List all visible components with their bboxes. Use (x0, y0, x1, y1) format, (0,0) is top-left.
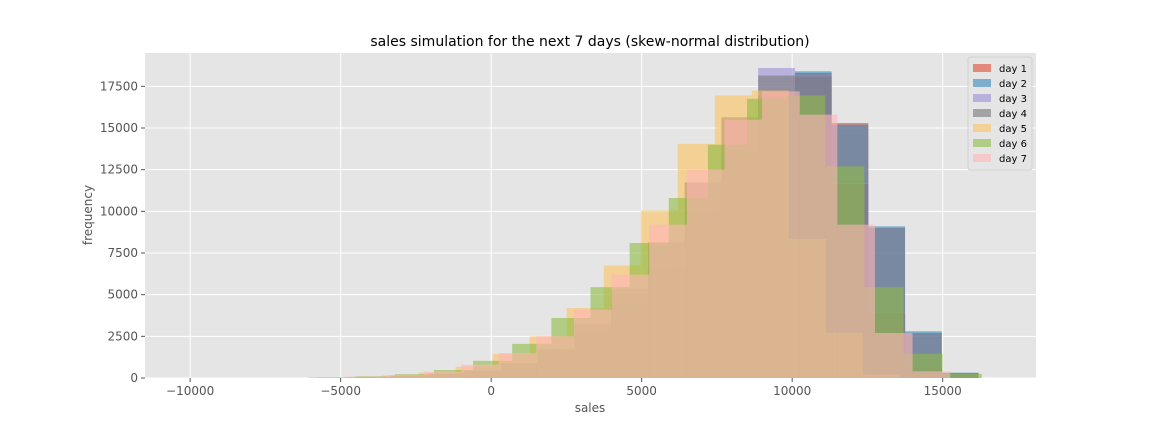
histogram-bar (649, 224, 687, 378)
legend-swatch (973, 94, 991, 102)
histogram-bar (912, 371, 951, 378)
series-day-7 (310, 91, 951, 379)
y-axis-label: frequency (81, 185, 95, 245)
y-tick-label: 0 (130, 371, 138, 385)
y-axis-ticks: 0 2500 5000 7500 10000 12500 15000 17500 (100, 79, 145, 385)
legend-label: day 7 (999, 154, 1027, 165)
y-tick-label: 7500 (107, 246, 138, 260)
legend-label: day 5 (999, 124, 1027, 135)
legend-swatch (973, 79, 991, 87)
histogram-bar (498, 353, 537, 378)
legend: day 1 day 2 day 3 day 4 day 5 day 6 day 7 (967, 56, 1033, 171)
legend-swatch (973, 139, 991, 147)
histogram-bar (385, 375, 424, 378)
histogram-bars (307, 68, 982, 379)
legend-label: day 6 (999, 139, 1027, 150)
x-tick-label: 15000 (924, 384, 962, 398)
histogram-bar (942, 373, 982, 378)
histogram-bar (573, 309, 612, 378)
histogram-bar (348, 376, 386, 378)
legend-label: day 3 (999, 94, 1027, 105)
histogram-bar (724, 119, 763, 379)
x-tick-label: 5000 (626, 384, 657, 398)
x-tick-label: 0 (487, 384, 495, 398)
y-tick-label: 5000 (107, 288, 138, 302)
histogram-bar (310, 377, 349, 378)
x-axis-ticks: −10000 −5000 0 5000 10000 15000 (166, 378, 962, 398)
legend-swatch (973, 154, 991, 162)
legend-swatch (973, 124, 991, 132)
x-tick-label: −5000 (320, 384, 361, 398)
y-tick-label: 2500 (107, 329, 138, 343)
histogram-bar (874, 333, 913, 378)
chart-title: sales simulation for the next 7 days (sk… (370, 34, 809, 50)
x-axis-label: sales (575, 401, 606, 415)
x-tick-label: 10000 (773, 384, 811, 398)
legend-label: day 1 (999, 64, 1027, 75)
legend-label: day 2 (999, 79, 1027, 90)
histogram-bar (686, 169, 725, 378)
histogram-bar (762, 91, 800, 378)
x-tick-label: −10000 (166, 384, 214, 398)
legend-swatch (973, 109, 991, 117)
histogram-bar (536, 336, 574, 378)
y-tick-label: 12500 (100, 163, 138, 177)
histogram-bar (837, 224, 875, 378)
legend-swatch (973, 64, 991, 72)
y-tick-label: 10000 (100, 204, 138, 218)
histogram-bar (423, 371, 462, 378)
y-tick-label: 17500 (100, 79, 138, 93)
legend-label: day 4 (999, 109, 1027, 120)
y-tick-label: 15000 (100, 121, 138, 135)
histogram-bar (461, 364, 499, 378)
histogram-bar (799, 114, 838, 379)
histogram-bar (611, 274, 650, 378)
